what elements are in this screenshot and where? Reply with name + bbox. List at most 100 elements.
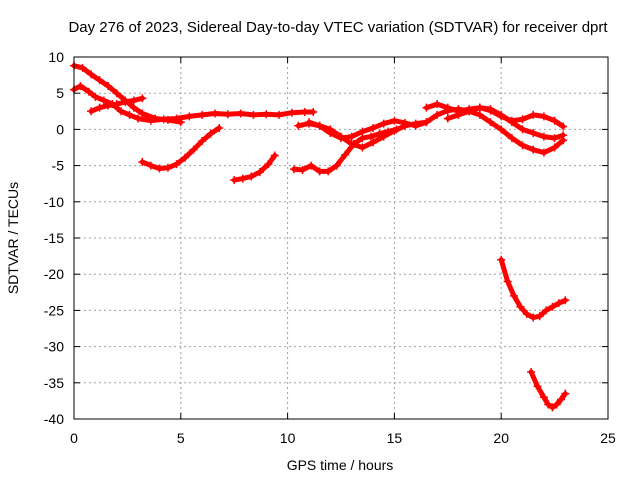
data-point: [337, 134, 345, 143]
data-point: [99, 96, 108, 105]
data-point: [84, 87, 93, 96]
data-point: [503, 277, 512, 286]
data-point: [104, 81, 113, 90]
data-point: [324, 167, 333, 176]
data-point: [129, 96, 138, 105]
data-point: [539, 132, 548, 141]
data-point: [561, 389, 570, 398]
data-point: [454, 110, 463, 119]
data-point: [326, 129, 335, 138]
y-tick-label: -20: [44, 266, 64, 282]
data-point: [300, 108, 309, 117]
data-point: [341, 150, 350, 159]
data-point: [366, 132, 375, 141]
data-point: [379, 119, 388, 128]
data-point: [185, 112, 194, 121]
data-point: [91, 92, 100, 101]
data-point: [275, 110, 284, 119]
data-point: [290, 165, 299, 174]
data-point: [76, 81, 85, 90]
data-point: [554, 299, 563, 308]
data-point: [112, 89, 121, 98]
data-point: [550, 134, 559, 143]
x-axis-label: GPS time / hours: [287, 457, 394, 473]
data-series: [70, 61, 570, 412]
data-point: [138, 94, 147, 103]
data-point: [87, 107, 96, 116]
data-point: [172, 160, 181, 169]
data-point: [230, 176, 239, 185]
data-point: [548, 302, 557, 311]
data-point: [369, 123, 378, 132]
data-point: [210, 109, 219, 118]
data-point: [247, 172, 256, 181]
axis-ticks: 0 5 10 15 20 25 10 5 0 -5 -10 -15 -20 -25 -30 -35 -40: [44, 49, 616, 446]
data-point: [518, 141, 527, 150]
x-tick-label: 25: [600, 430, 616, 446]
data-point: [552, 400, 561, 409]
data-point: [163, 163, 172, 172]
data-point: [550, 143, 559, 152]
series-arc-10: [443, 103, 568, 131]
data-point: [78, 63, 87, 72]
x-tick-label: 0: [70, 430, 78, 446]
y-axis-label: SDTVAR / TECUs: [5, 182, 21, 294]
data-point: [527, 367, 536, 376]
data-point: [544, 400, 553, 409]
data-point: [138, 109, 147, 118]
data-point: [529, 110, 538, 119]
data-point: [176, 118, 185, 127]
y-tick-label: 10: [48, 49, 64, 65]
x-tick-label: 10: [280, 430, 296, 446]
data-point: [125, 110, 134, 119]
data-point: [486, 118, 495, 127]
series-trace: [139, 125, 222, 171]
y-tick-label: 0: [56, 121, 64, 137]
data-point: [390, 116, 399, 125]
data-point: [198, 110, 207, 119]
x-tick-label: 5: [177, 430, 185, 446]
data-point: [270, 151, 279, 160]
data-point: [294, 121, 303, 130]
data-point: [535, 312, 544, 321]
data-point: [146, 161, 155, 170]
series-arc-4: [138, 123, 224, 173]
data-point: [189, 145, 198, 154]
data-point: [255, 168, 264, 177]
data-point: [475, 103, 484, 112]
data-point: [510, 291, 519, 300]
data-point: [315, 121, 324, 130]
data-point: [443, 114, 452, 123]
y-tick-label: -25: [44, 302, 64, 318]
data-point: [379, 132, 388, 141]
data-point: [475, 110, 484, 119]
data-point: [522, 310, 531, 319]
data-point: [304, 118, 313, 127]
data-point: [557, 395, 566, 404]
data-point: [422, 118, 431, 127]
y-tick-label: -30: [44, 339, 64, 355]
data-point: [390, 126, 399, 135]
y-tick-label: -35: [44, 375, 64, 391]
data-point: [369, 138, 378, 147]
data-point: [561, 296, 570, 305]
data-point: [542, 306, 551, 315]
data-point: [116, 107, 125, 116]
data-point: [433, 110, 442, 119]
data-point: [238, 174, 247, 183]
data-point: [529, 129, 538, 138]
data-point: [550, 116, 559, 125]
data-point: [486, 106, 495, 115]
data-point: [104, 101, 113, 110]
series-arc-12: [527, 367, 570, 412]
data-point: [249, 110, 258, 119]
y-tick-label: -5: [52, 158, 65, 174]
y-tick-label: -40: [44, 411, 64, 427]
data-point: [347, 139, 356, 148]
series-arc-3: [87, 94, 147, 116]
data-point: [443, 103, 452, 112]
data-point: [507, 134, 516, 143]
y-tick-label: -15: [44, 230, 64, 246]
data-point: [112, 100, 121, 109]
